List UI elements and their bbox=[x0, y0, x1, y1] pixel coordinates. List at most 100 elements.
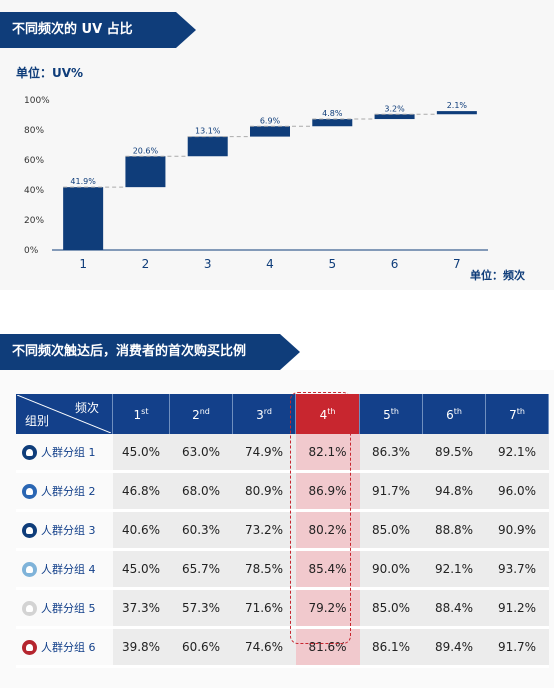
group-label: 人群分组 2 bbox=[41, 484, 96, 498]
bar-5 bbox=[312, 119, 353, 127]
data-label: 4.8% bbox=[322, 109, 343, 118]
waterfall-chart: 0% 20% 40% 60% 80% 100% 41.9% 1 20.6% 2 13.1% 3 6.9%… bbox=[24, 96, 488, 270]
freq-header-1: 1st bbox=[112, 394, 170, 434]
freq-header-number: 5 bbox=[383, 407, 391, 422]
x-unit-label: 单位：频次 bbox=[470, 269, 525, 282]
rate-cell: 94.8% bbox=[422, 471, 486, 512]
group-label-cell: 人群分组 2 bbox=[16, 471, 113, 512]
rate-cell: 74.6% bbox=[232, 627, 296, 668]
rate-cell: 65.7% bbox=[169, 549, 233, 590]
group-label-cell: 人群分组 4 bbox=[16, 549, 113, 590]
group-label: 人群分组 6 bbox=[41, 640, 96, 654]
freq-header-suffix: th bbox=[516, 406, 525, 416]
group-label: 人群分组 1 bbox=[41, 445, 96, 459]
rate-cell: 60.6% bbox=[169, 627, 233, 668]
rate-cell: 89.4% bbox=[422, 627, 486, 668]
rate-cell: 89.5% bbox=[422, 434, 486, 473]
rate-cell: 90.9% bbox=[485, 510, 549, 551]
rate-cell: 96.0% bbox=[485, 471, 549, 512]
rate-cell: 63.0% bbox=[169, 434, 233, 473]
rate-cell: 85.0% bbox=[359, 588, 423, 629]
rate-cell: 45.0% bbox=[112, 549, 170, 590]
bar-2 bbox=[125, 156, 166, 188]
freq-header-number: 6 bbox=[446, 407, 454, 422]
rate-cell: 57.3% bbox=[169, 588, 233, 629]
freq-header-6: 6th bbox=[422, 394, 486, 434]
people-group-icon bbox=[22, 601, 37, 617]
x-tick-label: 1 bbox=[79, 257, 87, 270]
rate-cell: 91.2% bbox=[485, 588, 549, 629]
freq-header-5: 5th bbox=[359, 394, 423, 434]
group-label-cell: 人群分组 1 bbox=[16, 434, 113, 473]
data-label: 41.9% bbox=[70, 177, 96, 186]
people-group-icon bbox=[22, 445, 37, 461]
rate-cell: 90.0% bbox=[359, 549, 423, 590]
data-label: 3.2% bbox=[384, 104, 405, 113]
rate-cell: 73.2% bbox=[232, 510, 296, 551]
rate-cell: 71.6% bbox=[232, 588, 296, 629]
y-tick-label: 40% bbox=[24, 186, 44, 196]
bar-4 bbox=[250, 126, 290, 137]
table-row: 人群分组 2 46.8% 68.0% 80.9% 86.9% 91.7% 94.8% 96.0… bbox=[16, 471, 549, 512]
section-title-uv: 不同频次的 UV 占比 bbox=[0, 12, 196, 48]
freq-header-number: 3 bbox=[256, 407, 264, 422]
y-tick-label: 60% bbox=[24, 156, 44, 166]
corner-top-label: 频次 bbox=[74, 401, 99, 415]
group-label-cell: 人群分组 6 bbox=[16, 627, 113, 668]
rate-cell: 40.6% bbox=[112, 510, 170, 551]
table-row: 人群分组 1 45.0% 63.0% 74.9% 82.1% 86.3% 89.5% 92.1… bbox=[16, 434, 549, 473]
freq-header-suffix: th bbox=[390, 406, 399, 416]
x-tick-label: 5 bbox=[328, 257, 336, 270]
y-tick-label: 20% bbox=[24, 216, 44, 226]
rate-cell: 46.8% bbox=[112, 471, 170, 512]
rate-cell: 92.1% bbox=[485, 434, 549, 473]
group-label-cell: 人群分组 5 bbox=[16, 588, 113, 629]
x-tick-label: 4 bbox=[266, 257, 274, 270]
freq-header-suffix: st bbox=[141, 406, 149, 416]
freq-header-suffix: th bbox=[327, 406, 336, 416]
freq-header-7: 7th bbox=[485, 394, 549, 434]
x-tick-label: 7 bbox=[453, 257, 461, 270]
rate-cell: 39.8% bbox=[112, 627, 170, 668]
bar-3 bbox=[187, 136, 228, 157]
table-row: 人群分组 5 37.3% 57.3% 71.6% 79.2% 85.0% 88.4% 91.2… bbox=[16, 588, 549, 629]
rate-cell: 80.9% bbox=[232, 471, 296, 512]
people-group-icon bbox=[22, 484, 37, 500]
rate-cell: 85.4% bbox=[295, 549, 360, 590]
rate-cell: 92.1% bbox=[422, 549, 486, 590]
corner-header: 频次 组别 bbox=[16, 394, 113, 434]
data-label: 2.1% bbox=[447, 101, 468, 110]
freq-header-suffix: th bbox=[453, 406, 462, 416]
rate-cell: 79.2% bbox=[295, 588, 360, 629]
y-tick-label: 100% bbox=[24, 96, 50, 106]
freq-header-number: 1 bbox=[133, 407, 142, 422]
rate-cell: 68.0% bbox=[169, 471, 233, 512]
freq-header-number: 2 bbox=[192, 407, 200, 422]
y-tick-label: 80% bbox=[24, 126, 44, 136]
rate-cell: 93.7% bbox=[485, 549, 549, 590]
rate-cell: 88.8% bbox=[422, 510, 486, 551]
group-label: 人群分组 5 bbox=[41, 601, 96, 615]
rate-cell: 91.7% bbox=[359, 471, 423, 512]
people-group-icon bbox=[22, 523, 37, 539]
rate-cell: 78.5% bbox=[232, 549, 296, 590]
group-label: 人群分组 4 bbox=[41, 562, 96, 576]
rate-cell: 74.9% bbox=[232, 434, 296, 473]
rate-cell: 86.9% bbox=[295, 471, 360, 512]
rate-cell: 81.6% bbox=[295, 627, 360, 668]
rate-cell: 85.0% bbox=[359, 510, 423, 551]
people-group-icon bbox=[22, 640, 37, 656]
rate-cell: 80.2% bbox=[295, 510, 360, 551]
x-tick-label: 3 bbox=[204, 257, 212, 270]
freq-header-4: 4th bbox=[295, 394, 360, 434]
freq-header-number: 4 bbox=[319, 407, 328, 422]
rate-cell: 88.4% bbox=[422, 588, 486, 629]
freq-header-number: 7 bbox=[509, 407, 517, 422]
freq-header-suffix: rd bbox=[263, 406, 272, 416]
data-label: 13.1% bbox=[195, 127, 221, 136]
rate-cell: 37.3% bbox=[112, 588, 170, 629]
rate-cell: 86.1% bbox=[359, 627, 423, 668]
people-group-icon bbox=[22, 562, 37, 578]
freq-header-suffix: nd bbox=[199, 406, 210, 416]
section-title-purchase: 不同频次触达后，消费者的首次购买比例 bbox=[0, 334, 300, 370]
